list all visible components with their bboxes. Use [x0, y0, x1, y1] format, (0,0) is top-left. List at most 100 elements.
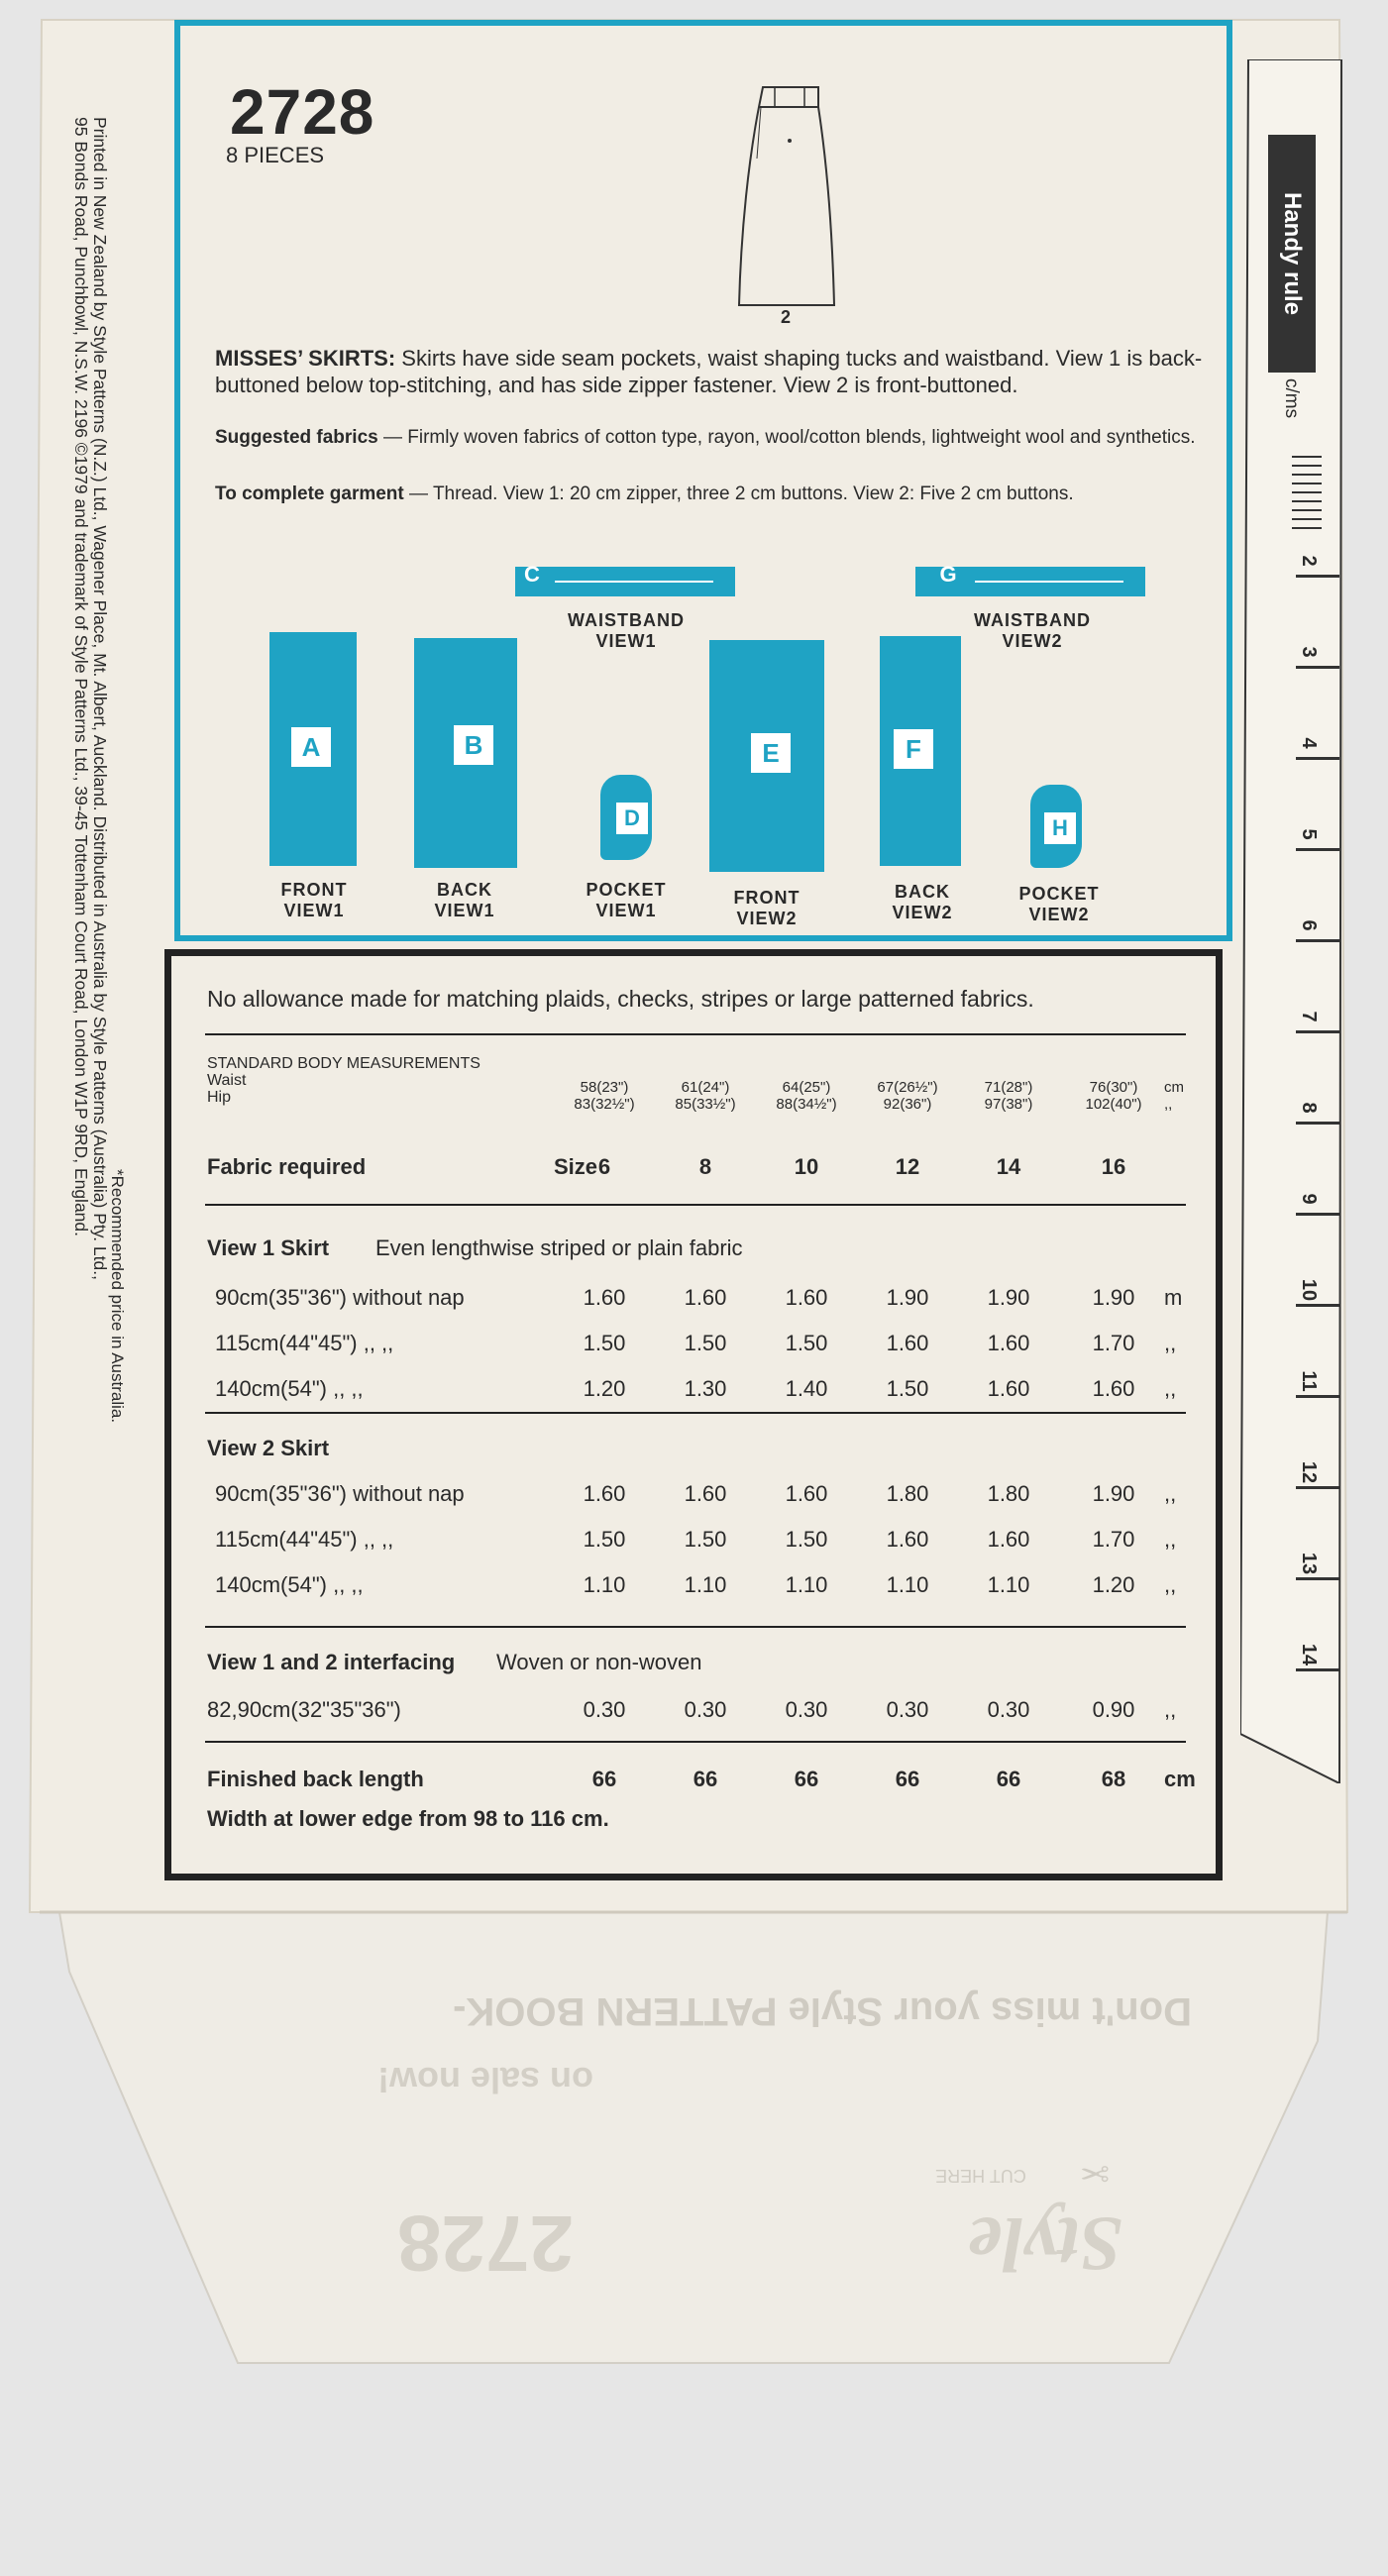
width-note-row: Width at lower edge from 98 to 116 cm.	[207, 1806, 1198, 1836]
hip-16: 102(40")	[1085, 1096, 1142, 1113]
piece-c-letter: C	[524, 562, 540, 587]
sbm-title: STANDARD BODY MEASUREMENTS	[207, 1055, 480, 1072]
piece-e-front: E	[709, 640, 824, 872]
view2-cell: 1.10	[785, 1572, 828, 1597]
view1-cell: 1.60	[987, 1376, 1030, 1401]
rule-mark: 10	[1298, 1278, 1320, 1302]
interfacing-10: 0.30	[785, 1697, 828, 1722]
view1-cell: 1.60	[785, 1285, 828, 1310]
rule-tick	[1296, 666, 1339, 669]
view1-cell: 1.60	[886, 1331, 929, 1355]
size-12: 12	[895, 1154, 920, 1179]
piece-d-letter: D	[616, 803, 648, 834]
rule-tick	[1296, 1486, 1339, 1489]
view1-cell: 1.40	[785, 1376, 828, 1401]
piece-g-waistband: G	[915, 562, 1145, 596]
view1-cell: 1.60	[1092, 1376, 1135, 1401]
view2-row: 140cm(54") ,, ,, 1.10 1.10 1.10 1.10 1.10 1.20…	[207, 1572, 1198, 1602]
fabric-required-label: Fabric required	[207, 1154, 367, 1179]
view1-cell: 1.90	[886, 1285, 929, 1310]
rule-tick	[1296, 1030, 1339, 1033]
waist-14: 71(28")	[984, 1079, 1033, 1096]
hip-unit: ,,	[1164, 1096, 1173, 1113]
interfacing-unit: ,,	[1164, 1697, 1177, 1722]
rule-5	[205, 1741, 1186, 1743]
view1-heading-row: View 1 Skirt Even lengthwise striped or …	[207, 1235, 1198, 1265]
waist-unit: cm	[1164, 1079, 1184, 1096]
interfacing-row: 82,90cm(32"35"36") 0.30 0.30 0.30 0.30 0…	[207, 1697, 1198, 1727]
description-panel: 2728 8 PIECES 2 MISSES’ SKIRTS: Skirts h…	[174, 20, 1232, 941]
rule-unit-box: c/ms	[1276, 378, 1306, 448]
piece-f-label: BACK VIEW2	[848, 882, 997, 923]
view2-cell: 1.10	[684, 1572, 727, 1597]
piece-e-label2: VIEW2	[736, 909, 798, 928]
interfacing-heading: View 1 and 2 interfacing	[207, 1650, 456, 1674]
to-complete-garment: To complete garment — Thread. View 1: 20…	[215, 483, 1206, 505]
finished-14: 66	[996, 1767, 1021, 1791]
piece-a-front: A	[269, 632, 357, 866]
meas-col-10: 64(25") 88(34½")	[762, 1079, 851, 1113]
view2-cell: 1.60	[785, 1481, 828, 1506]
rule-title-box: Handy rule	[1268, 135, 1316, 373]
view1-cell: 1.50	[684, 1331, 727, 1355]
view1-row: 115cm(44"45") ,, ,, 1.50 1.50 1.50 1.60 1.60 1…	[207, 1331, 1198, 1360]
suggested-fabrics: Suggested fabrics — Firmly woven fabrics…	[215, 426, 1206, 449]
view1-heading: View 1 Skirt	[207, 1235, 330, 1260]
piece-h-label: POCKET VIEW2	[985, 884, 1133, 925]
interfacing-14: 0.30	[987, 1697, 1030, 1722]
piece-d-label2: VIEW1	[595, 901, 657, 920]
piece-a-label2: VIEW1	[283, 901, 345, 920]
view2-cell: 1.60	[987, 1527, 1030, 1552]
meas-col-12: 67(26½") 92(36")	[863, 1079, 952, 1113]
meas-col-8: 61(24") 85(33½")	[661, 1079, 750, 1113]
meas-col-6: 58(23") 83(32½")	[560, 1079, 649, 1113]
piece-b-label2: VIEW1	[434, 901, 495, 920]
finished-10: 66	[794, 1767, 819, 1791]
view1-cell: 1.70	[1092, 1331, 1135, 1355]
interfacing-12: 0.30	[886, 1697, 929, 1722]
view2-unit: ,,	[1164, 1481, 1177, 1506]
view1-row: 140cm(54") ,, ,, 1.20 1.30 1.40 1.50 1.60 1.60…	[207, 1376, 1198, 1406]
waist-6: 58(23")	[580, 1079, 629, 1096]
finished-16: 68	[1101, 1767, 1126, 1791]
size-header-row: Fabric required Size 6 8 10 12 14 16	[207, 1154, 1198, 1184]
rule-tick	[1296, 848, 1339, 851]
view2-cell: 1.50	[583, 1527, 626, 1552]
meas-col-14: 71(28") 97(38")	[964, 1079, 1053, 1113]
finished-8: 66	[693, 1767, 718, 1791]
size-16: 16	[1101, 1154, 1126, 1179]
rule-unit: c/ms	[1281, 378, 1302, 419]
rule-tick	[1296, 757, 1339, 760]
rule-top	[205, 1033, 1186, 1035]
hip-6: 83(32½")	[574, 1096, 635, 1113]
view2-unit: ,,	[1164, 1572, 1177, 1597]
flap-brand: Style	[968, 2201, 1122, 2288]
interfacing-8: 0.30	[684, 1697, 727, 1722]
rule-mark: 6	[1298, 919, 1320, 931]
view2-cell: 1.20	[1092, 1572, 1135, 1597]
view2-cell: 1.80	[987, 1481, 1030, 1506]
view1-sub: Even lengthwise striped or plain fabric	[375, 1235, 743, 1260]
size-6: 6	[597, 1154, 611, 1179]
rule-4	[205, 1626, 1186, 1628]
view1-unit: m	[1164, 1285, 1183, 1310]
rule-mark: 5	[1298, 828, 1320, 840]
view1-cell: 1.90	[1092, 1285, 1135, 1310]
hip-12: 92(36")	[883, 1096, 932, 1113]
lower-flap: Don't miss your Style PATTERN BOOK- on s…	[59, 1902, 1328, 2358]
description: MISSES’ SKIRTS: Skirts have side seam po…	[215, 345, 1206, 398]
view2-cell: 1.90	[1092, 1481, 1135, 1506]
view1-cell: 1.50	[785, 1331, 828, 1355]
size-14: 14	[996, 1154, 1021, 1179]
view1-unit: ,,	[1164, 1331, 1177, 1355]
view1-cell: 1.60	[684, 1285, 727, 1310]
piece-d-label1: POCKET	[586, 880, 667, 900]
rule-tick	[1296, 1395, 1339, 1398]
view1-row: 90cm(35"36") without nap 1.60 1.60 1.60 1.90…	[207, 1285, 1198, 1315]
view2-cell: 1.70	[1092, 1527, 1135, 1552]
rule-mark: 8	[1298, 1102, 1320, 1114]
fabrics-heading: Suggested fabrics	[215, 427, 378, 448]
waist-8: 61(24")	[681, 1079, 730, 1096]
